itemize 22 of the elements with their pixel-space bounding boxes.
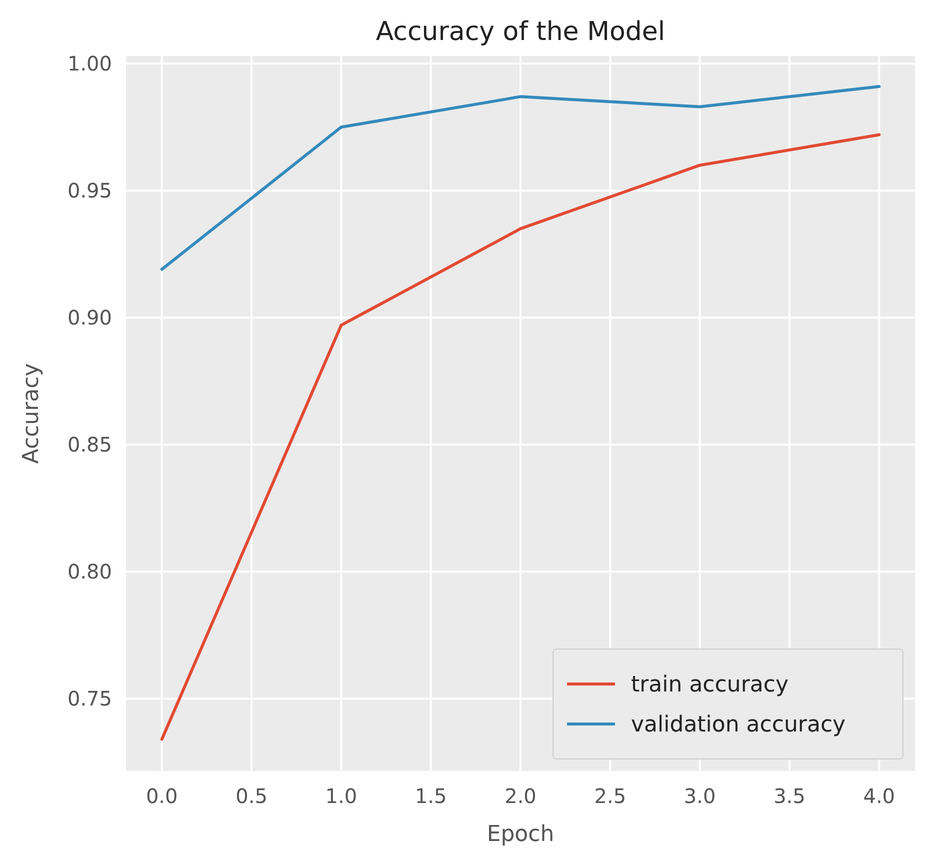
line-series — [160, 84, 881, 271]
legend-label: train accuracy — [631, 672, 788, 698]
x-tick-label: 2.5 — [594, 784, 626, 808]
x-tick-label: 0.0 — [146, 784, 178, 808]
line-series — [160, 133, 881, 741]
y-tick-label: 0.75 — [67, 686, 112, 711]
x-tick-label: 0.5 — [236, 784, 268, 808]
y-tick-label: 0.95 — [67, 178, 112, 203]
y-tick-label: 0.85 — [67, 432, 112, 457]
x-tick-label: 3.0 — [684, 784, 716, 808]
x-axis-title: Epoch — [486, 822, 554, 847]
x-tick-label: 1.0 — [325, 784, 358, 808]
x-tick-label: 1.5 — [414, 784, 447, 808]
legend-label: validation accuracy — [631, 712, 846, 738]
y-tick-label: 1.00 — [67, 52, 112, 76]
chart-title: Accuracy of the Model — [376, 17, 666, 47]
y-tick-label: 0.90 — [67, 306, 112, 330]
y-axis-title: Accuracy — [19, 363, 44, 464]
x-tick-label: 3.5 — [774, 784, 806, 808]
x-tick-label: 2.0 — [504, 784, 536, 808]
y-tick-label: 0.80 — [67, 560, 112, 584]
x-tick-label: 4.0 — [863, 784, 896, 808]
